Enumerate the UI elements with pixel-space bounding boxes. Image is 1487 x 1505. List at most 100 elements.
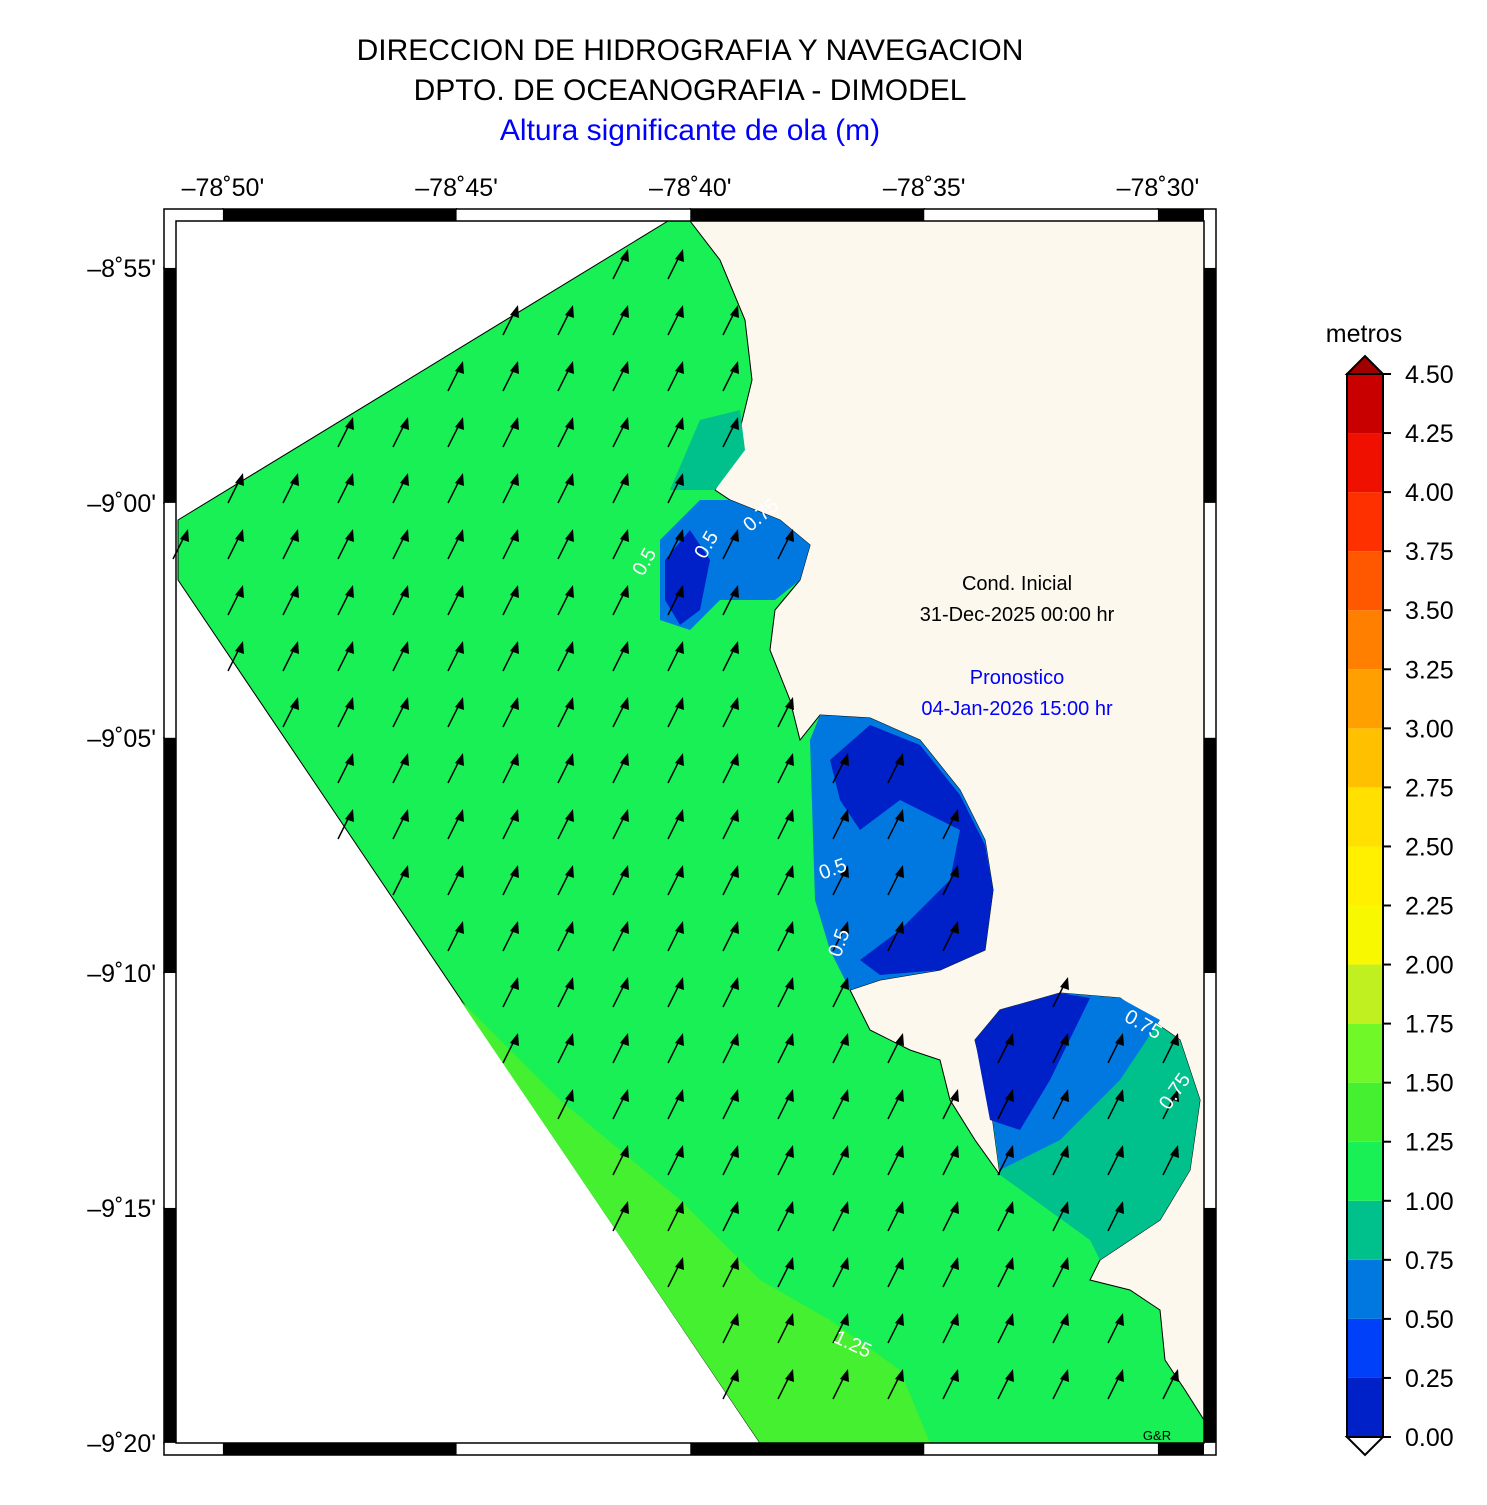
arrow-head xyxy=(675,753,684,766)
arrow-head xyxy=(840,1145,849,1158)
arrow-head xyxy=(565,473,574,486)
x-tick-label: –78˚45' xyxy=(415,174,498,202)
arrow-head xyxy=(840,1201,849,1214)
arrow-head xyxy=(1005,1313,1014,1326)
annotation: Pronostico xyxy=(970,667,1065,689)
arrow-head xyxy=(510,585,519,598)
arrow-head xyxy=(730,1313,739,1326)
colorbar-segment xyxy=(1347,905,1383,965)
arrow-head xyxy=(455,585,464,598)
arrow-head xyxy=(1060,1257,1069,1270)
arrow-head xyxy=(400,417,409,430)
arrow-head xyxy=(895,921,904,934)
map-area: 0.5 0.50.750.50.750.50.751.25 Cond. Inici… xyxy=(172,220,1205,1444)
colorbar-tick-label: 3.25 xyxy=(1405,656,1454,684)
arrow-head xyxy=(510,641,519,654)
arrow-head xyxy=(950,921,959,934)
arrow-head xyxy=(455,473,464,486)
arrow-head xyxy=(345,753,354,766)
arrow-head xyxy=(620,809,629,822)
title: DIRECCION DE HIDROGRAFIA Y NAVEGACION xyxy=(357,34,1024,67)
arrow-head xyxy=(730,305,739,318)
arrow-head xyxy=(675,529,684,542)
arrow-head xyxy=(290,585,299,598)
arrow-head xyxy=(675,977,684,990)
colorbar-segment xyxy=(1347,1259,1383,1319)
arrow-head xyxy=(950,1369,959,1382)
arrow-head xyxy=(895,1201,904,1214)
colorbar-tick-label: 0.50 xyxy=(1405,1306,1454,1334)
arrow-head xyxy=(785,1257,794,1270)
arrow-head xyxy=(235,473,244,486)
colorbar-tick-label: 2.75 xyxy=(1405,774,1454,802)
colorbar-segment xyxy=(1347,1318,1383,1378)
title: DPTO. DE OCEANOGRAFIA - DIMODEL xyxy=(414,74,967,107)
bay-zone xyxy=(975,993,1090,1130)
arrow-head xyxy=(510,529,519,542)
arrow-head xyxy=(730,417,739,430)
frame-bar xyxy=(1204,267,1216,503)
bay-zone xyxy=(665,530,710,625)
arrow-head xyxy=(950,1313,959,1326)
arrow-head xyxy=(565,921,574,934)
colorbar-segment xyxy=(1347,374,1383,434)
subtitle: Altura significante de ola (m) xyxy=(500,114,880,147)
arrow-head xyxy=(675,473,684,486)
arrow-head xyxy=(730,1145,739,1158)
arrow-head xyxy=(565,529,574,542)
arrow-head xyxy=(785,1033,794,1046)
arrow-head xyxy=(1060,1089,1069,1102)
arrow-head xyxy=(950,865,959,878)
arrow-head xyxy=(1060,1033,1069,1046)
arrow-head xyxy=(675,697,684,710)
colorbar-tick-label: 0.00 xyxy=(1405,1424,1454,1452)
arrow-head xyxy=(950,1145,959,1158)
frame-bar xyxy=(222,209,457,221)
frame-bar xyxy=(1204,1207,1216,1443)
arrow-head xyxy=(400,473,409,486)
arrow-head xyxy=(565,1033,574,1046)
colorbar-segment xyxy=(1347,787,1383,847)
arrow-head xyxy=(565,641,574,654)
arrow-head xyxy=(1115,1089,1124,1102)
arrow-head xyxy=(675,1257,684,1270)
colorbar-tick-label: 4.00 xyxy=(1405,479,1454,507)
frame-bar xyxy=(690,1443,925,1455)
bay-zone xyxy=(670,410,745,490)
frame-bar xyxy=(690,209,925,221)
arrow-head xyxy=(290,529,299,542)
arrow-head xyxy=(1115,1313,1124,1326)
wave-direction-arrows xyxy=(172,249,1179,1400)
arrow-head xyxy=(730,753,739,766)
colorbar-tick-label: 1.75 xyxy=(1405,1011,1454,1039)
y-tick-label: –9˚15' xyxy=(87,1195,156,1223)
x-tick-label: –78˚50' xyxy=(182,174,265,202)
colorbar-segment xyxy=(1347,551,1383,611)
arrow-head xyxy=(675,305,684,318)
y-tick-label: –9˚05' xyxy=(87,725,156,753)
arrow-head xyxy=(730,1033,739,1046)
colorbar-under xyxy=(1344,1436,1386,1457)
arrow-head xyxy=(1170,1145,1179,1158)
arrow-head xyxy=(455,809,464,822)
arrow-head xyxy=(675,921,684,934)
arrow-head xyxy=(565,977,574,990)
arrow-head xyxy=(895,1313,904,1326)
bay-zone xyxy=(830,725,993,975)
arrow-head xyxy=(1060,977,1069,990)
colorbar-tick-label: 0.75 xyxy=(1405,1247,1454,1275)
arrow-head xyxy=(840,921,849,934)
arrow-head xyxy=(840,865,849,878)
arrow-head xyxy=(730,921,739,934)
arrow-head xyxy=(400,865,409,878)
arrow-head xyxy=(455,641,464,654)
arrow-head xyxy=(730,697,739,710)
arrow-head xyxy=(785,1145,794,1158)
arrow-head xyxy=(895,865,904,878)
arrow-head xyxy=(895,753,904,766)
arrow-head xyxy=(400,697,409,710)
arrow-head xyxy=(510,921,519,934)
arrow-head xyxy=(345,641,354,654)
higher-wave-band xyxy=(460,1000,930,1443)
arrow-head xyxy=(675,809,684,822)
